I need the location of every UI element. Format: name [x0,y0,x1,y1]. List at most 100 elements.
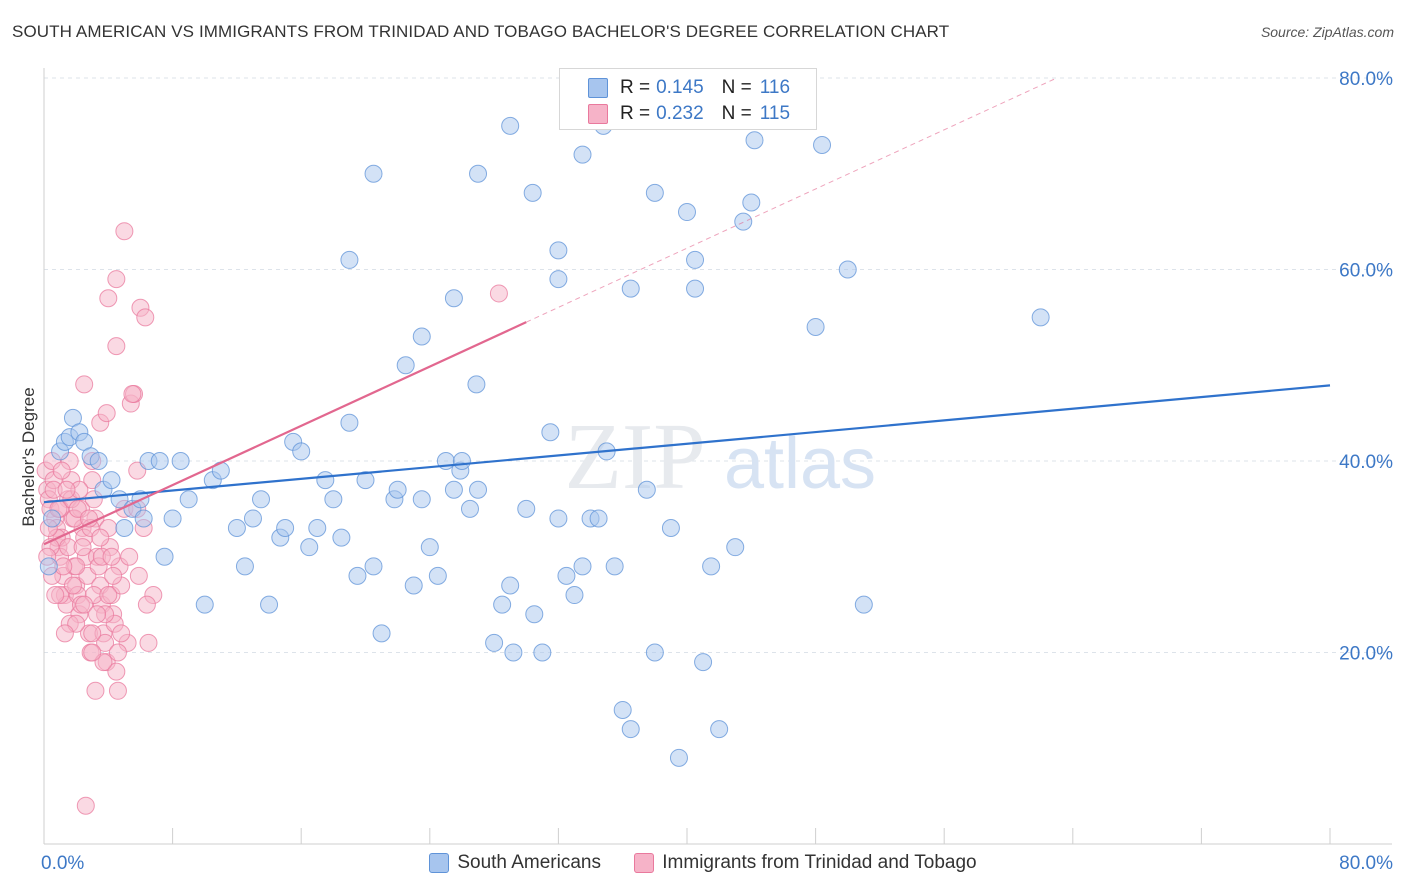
legend-swatch-pink [634,853,655,873]
pink-point [46,586,65,605]
legend-r-label: R = [620,103,651,124]
blue-point [686,279,705,298]
blue-point [300,538,319,557]
blue-point [669,748,688,767]
axes [43,68,1392,845]
blue-point [678,203,696,222]
blue-point [179,490,198,509]
blue-point [661,519,680,538]
pink-point [83,643,102,662]
blue-point [621,720,640,739]
blue-point [452,452,471,470]
blue-point [613,700,632,719]
pink-point [91,528,110,547]
pink-point [104,566,123,585]
blue-point [549,509,568,528]
blue-point [501,116,520,135]
y-tick-label: 60.0% [1339,261,1393,282]
x-tick-label: 0.0% [41,853,84,874]
blue-point [573,557,592,576]
blue-point [428,566,447,585]
watermark-atlas: atlas [724,424,876,504]
blue-point [388,480,407,499]
blue-point [340,250,359,269]
pink-point [108,681,127,700]
blue-point [573,145,592,164]
y-tick-label: 40.0% [1339,452,1393,473]
pink-point [86,681,105,700]
pink-point [57,480,76,499]
blue-point [742,193,761,212]
pink-point [83,624,102,643]
grid-lines [44,77,1392,653]
pink-point [99,289,118,308]
legend-label-south-americans: South Americans [457,852,601,873]
watermark: ZIP atlas [565,405,877,509]
blue-point [467,375,486,394]
x-tick-label: 80.0% [1339,853,1393,874]
blue-point [549,241,568,260]
legend-label-trinidad: Immigrants from Trinidad and Tobago [662,852,977,873]
blue-point [364,557,383,576]
blue-point [541,423,560,442]
blue-point [163,509,182,528]
pink-point [120,547,139,566]
blue-point [694,653,713,672]
watermark-zip: ZIP [565,405,706,509]
blue-point [1031,308,1050,327]
blue-point [39,557,58,576]
legend-r-value: 0.145 [656,77,704,98]
y-tick-label: 80.0% [1339,69,1393,90]
legend-swatch-blue [588,78,608,98]
legend-swatch-pink [588,104,608,124]
blue-point [621,279,640,298]
blue-point [469,480,488,499]
blue-point [493,595,512,614]
pink-point [52,461,71,480]
blue-point [235,557,254,576]
pink-point [73,538,92,557]
blue-point [501,576,520,595]
blue-point [533,643,552,662]
blue-point [645,183,664,202]
blue-point [734,212,753,231]
pink-trend-extension [526,77,1057,323]
blue-point [854,595,873,614]
legend-row-pink: R = 0.232 N = 115 [588,103,790,124]
legend-r-label: R = [620,77,651,98]
blue-point [806,317,825,336]
blue-point [155,547,174,566]
blue-point [745,131,764,150]
blue-point [260,595,279,614]
pink-point [88,605,107,624]
blue-point [412,327,431,346]
pink-point [112,624,131,643]
blue-point [115,519,134,538]
y-axis-label: Bachelor's Degree [19,387,38,526]
tick-labels: 20.0% 40.0% 60.0% 80.0% 0.0% 80.0% [41,69,1393,874]
blue-point [372,624,391,643]
pink-point [97,404,116,423]
blue-point [557,566,576,585]
blue-point [252,490,271,509]
blue-point [420,538,439,557]
blue-point [485,633,504,652]
pink-point [76,796,95,815]
blue-point [589,509,608,528]
pink-point [107,337,126,356]
blue-point [710,720,729,739]
pink-point [102,547,121,566]
pink-point [108,643,127,662]
blue-point [43,509,62,528]
blue-point [308,519,327,538]
pink-point [115,222,134,241]
blue-point [171,452,190,470]
blue-point [134,509,153,528]
pink-point [137,595,156,614]
legend-n-label: N = [721,77,752,98]
blue-point [813,136,832,155]
blue-point [605,557,624,576]
blue-point [150,452,169,470]
blue-point [292,442,311,461]
